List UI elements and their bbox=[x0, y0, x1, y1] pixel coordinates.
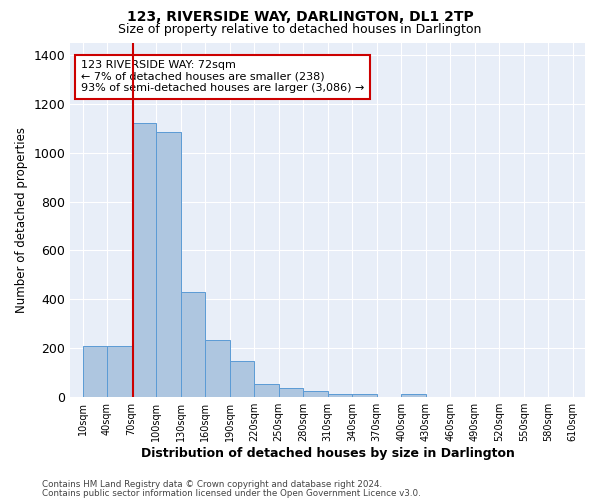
Bar bbox=[230, 361, 254, 397]
Text: Contains public sector information licensed under the Open Government Licence v3: Contains public sector information licen… bbox=[42, 488, 421, 498]
Bar bbox=[131, 123, 156, 397]
Bar bbox=[205, 340, 230, 397]
Bar bbox=[83, 346, 107, 397]
X-axis label: Distribution of detached houses by size in Darlington: Distribution of detached houses by size … bbox=[141, 447, 515, 460]
Bar bbox=[401, 394, 425, 397]
Bar bbox=[181, 292, 205, 397]
Bar bbox=[156, 132, 181, 397]
Bar bbox=[328, 394, 352, 397]
Bar bbox=[352, 394, 377, 397]
Bar bbox=[303, 391, 328, 397]
Bar bbox=[254, 384, 278, 397]
Text: Size of property relative to detached houses in Darlington: Size of property relative to detached ho… bbox=[118, 22, 482, 36]
Y-axis label: Number of detached properties: Number of detached properties bbox=[15, 127, 28, 313]
Text: Contains HM Land Registry data © Crown copyright and database right 2024.: Contains HM Land Registry data © Crown c… bbox=[42, 480, 382, 489]
Text: 123 RIVERSIDE WAY: 72sqm
← 7% of detached houses are smaller (238)
93% of semi-d: 123 RIVERSIDE WAY: 72sqm ← 7% of detache… bbox=[80, 60, 364, 94]
Text: 123, RIVERSIDE WAY, DARLINGTON, DL1 2TP: 123, RIVERSIDE WAY, DARLINGTON, DL1 2TP bbox=[127, 10, 473, 24]
Bar bbox=[278, 388, 303, 397]
Bar bbox=[107, 346, 131, 397]
